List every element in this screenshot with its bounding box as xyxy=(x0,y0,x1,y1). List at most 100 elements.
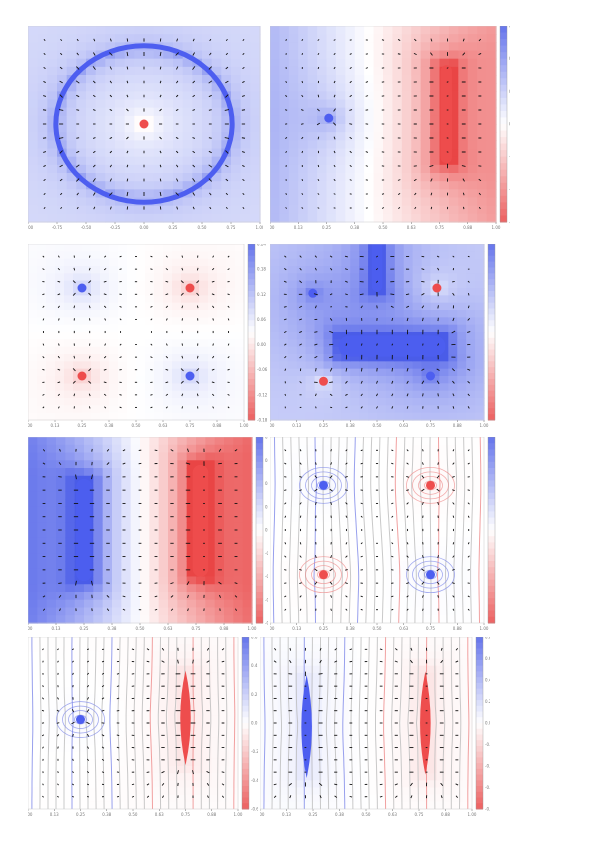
heatmap-cell xyxy=(118,346,128,355)
heatmap-cell xyxy=(466,288,476,296)
heatmap-cell xyxy=(373,124,384,133)
heatmap-cell xyxy=(430,576,441,585)
heatmap xyxy=(28,437,253,624)
heatmap-cell xyxy=(477,124,488,133)
heatmap-cell xyxy=(127,383,137,392)
heatmap-cell xyxy=(359,258,369,267)
heatmap-cell xyxy=(278,561,289,570)
heatmap-cell xyxy=(332,361,342,370)
heatmap-cell xyxy=(298,83,309,92)
heatmap-cell xyxy=(154,302,164,311)
heatmap-cell xyxy=(192,140,203,150)
streamline xyxy=(411,437,417,624)
heatmap-cell xyxy=(172,295,182,304)
field-arrow xyxy=(43,95,47,97)
field-arrow xyxy=(159,136,162,140)
heatmap-cell xyxy=(385,266,396,274)
heatmap-cell xyxy=(373,164,384,174)
heatmap-cell xyxy=(28,115,39,125)
heatmap-cell xyxy=(208,405,218,414)
heatmap-cell xyxy=(134,66,145,76)
heatmap-cell xyxy=(172,405,182,414)
heatmap-cell xyxy=(47,75,58,84)
heatmap-cell xyxy=(118,332,128,340)
heatmap-cell xyxy=(177,437,188,446)
heatmap-cell xyxy=(233,545,244,554)
heatmap-cell xyxy=(224,537,234,547)
heatmap-cell xyxy=(314,475,325,485)
field-arrow xyxy=(227,305,230,308)
heatmap-cell xyxy=(54,637,64,645)
heatmap-cell xyxy=(63,672,73,681)
heatmap-cell xyxy=(270,568,280,578)
heatmap-cell xyxy=(36,694,47,703)
heatmap-cell xyxy=(133,801,143,810)
heatmap-cell xyxy=(420,99,431,109)
field-arrow xyxy=(42,356,45,359)
heatmap-cell xyxy=(412,354,423,362)
heatmap-cell xyxy=(335,99,346,109)
heatmap-cell xyxy=(288,164,299,174)
heatmap-cell xyxy=(54,801,64,810)
heatmap-cell xyxy=(28,368,38,377)
heatmap-cell xyxy=(394,412,405,421)
field-arrow xyxy=(429,164,434,168)
heatmap-cell xyxy=(270,390,280,399)
heatmap-cell xyxy=(288,115,299,125)
heatmap-cell xyxy=(56,483,66,492)
heatmap-cell xyxy=(287,584,298,593)
heatmap-cell xyxy=(403,584,414,593)
field-arrow xyxy=(299,343,302,346)
field-arrow xyxy=(212,343,214,346)
heatmap-cell xyxy=(181,251,191,260)
heatmap-cell xyxy=(403,607,414,616)
heatmap-cell xyxy=(373,58,384,68)
heatmap-cell xyxy=(109,302,119,311)
heatmap-cell xyxy=(467,132,478,141)
heatmap-cell xyxy=(448,156,459,166)
heatmap-cell xyxy=(64,405,74,414)
field-arrow xyxy=(285,193,287,195)
field-arrow xyxy=(59,66,63,70)
heatmap-cell xyxy=(55,412,65,421)
heatmap-cell xyxy=(439,244,449,252)
heatmap-cell xyxy=(82,310,92,318)
heatmap-cell xyxy=(65,522,76,531)
heatmap-cell xyxy=(47,50,58,60)
heatmap-cell xyxy=(377,324,387,333)
field-arrow xyxy=(109,206,112,210)
heatmap-cell xyxy=(37,205,48,215)
heatmap-cell xyxy=(221,164,232,174)
field-arrow xyxy=(284,393,287,396)
field-arrow xyxy=(333,80,336,84)
heatmap-cell xyxy=(392,173,403,182)
field-arrow xyxy=(175,94,179,98)
heatmap-cell xyxy=(102,599,113,609)
heatmap-cell xyxy=(279,164,290,174)
field-arrow xyxy=(175,192,179,196)
heatmap-cell xyxy=(430,568,441,578)
heatmap-cell xyxy=(121,437,132,446)
heatmap-cell xyxy=(373,107,384,117)
heatmap-cell xyxy=(121,561,132,570)
heatmap-cell xyxy=(163,148,174,158)
heatmap-cell xyxy=(168,506,178,516)
heatmap-cell xyxy=(149,592,160,601)
heatmap-cell xyxy=(439,561,449,570)
field-arrow xyxy=(119,255,122,258)
heatmap-cell xyxy=(124,801,134,810)
heatmap-cell xyxy=(208,368,218,377)
heatmap-cell xyxy=(36,644,47,652)
heatmap-cell xyxy=(36,766,47,774)
heatmap-cell xyxy=(439,164,450,174)
field-arrow xyxy=(299,305,303,308)
heatmap-cell xyxy=(186,584,197,593)
heatmap-cell xyxy=(37,354,47,362)
heatmap-cell xyxy=(296,324,307,333)
field-arrow xyxy=(122,595,126,598)
heatmap-cell xyxy=(421,398,432,406)
field-arrow xyxy=(103,305,107,309)
heatmap-cell xyxy=(109,251,119,260)
field-arrow xyxy=(76,178,80,182)
heatmap-cell xyxy=(118,339,128,348)
